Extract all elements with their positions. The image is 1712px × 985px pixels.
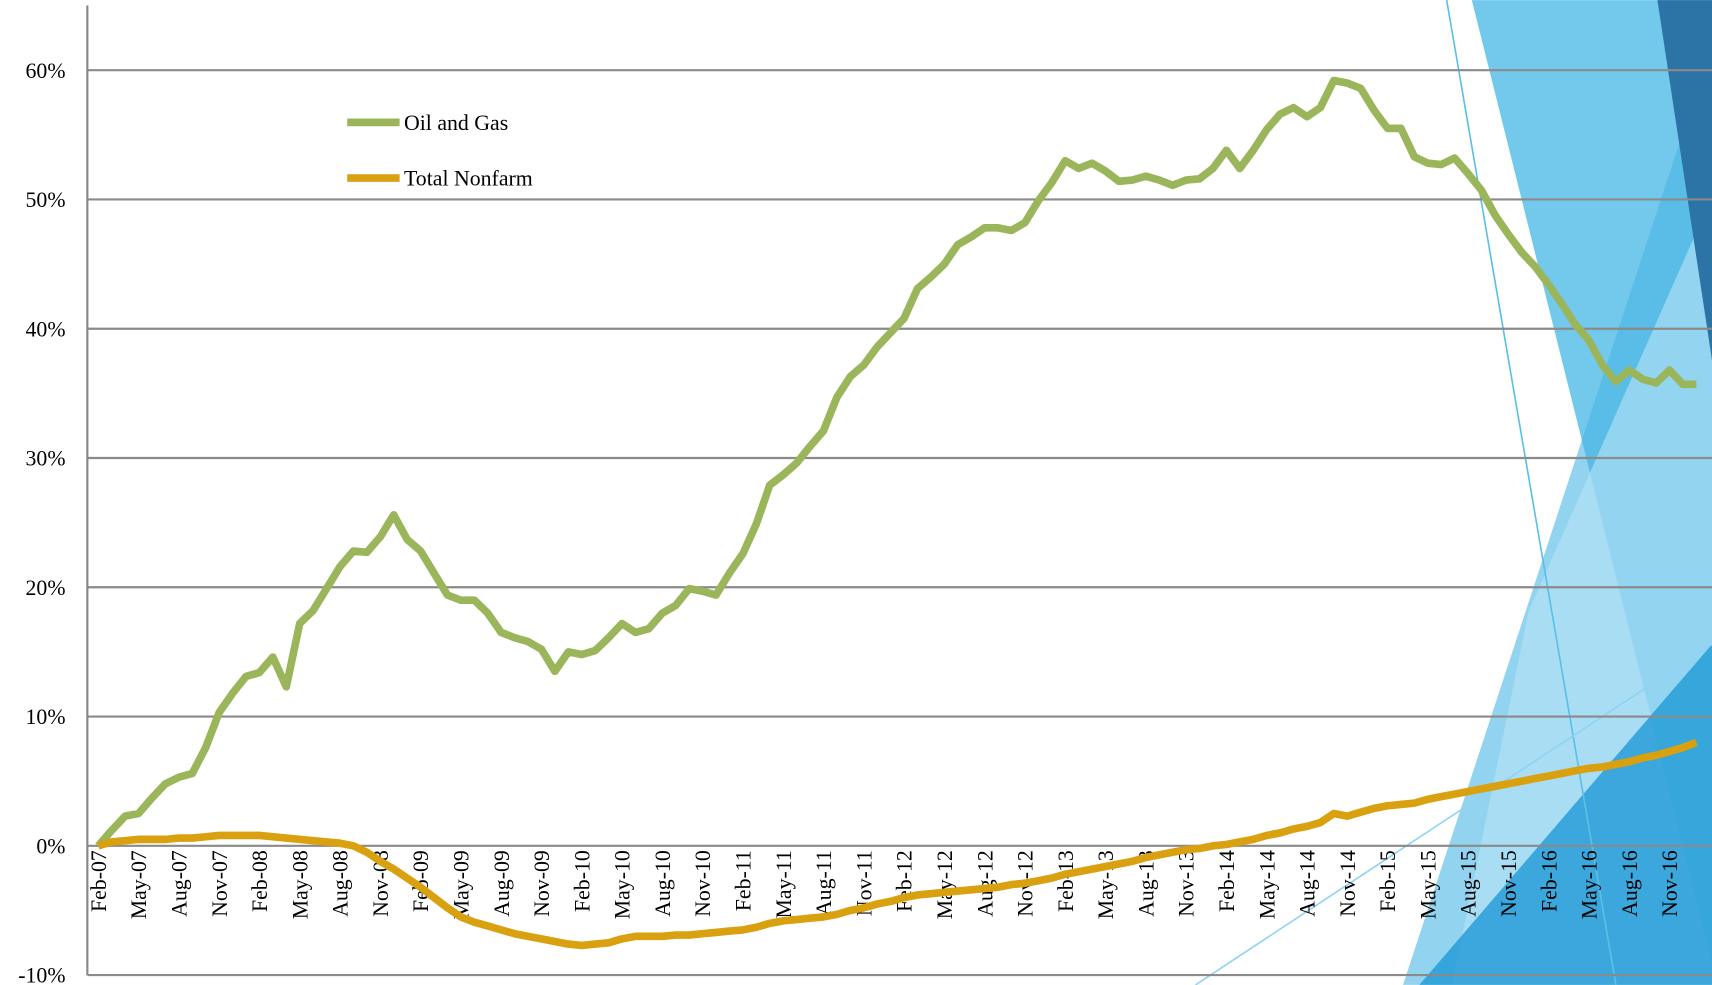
x-tick-label: May-13 bbox=[1094, 850, 1118, 919]
lines bbox=[98, 81, 1696, 946]
y-tick-label: 60% bbox=[25, 59, 65, 83]
y-tick-label: 0% bbox=[36, 834, 65, 858]
x-tick-label: May-07 bbox=[127, 850, 151, 919]
x-tick-label: Aug-12 bbox=[973, 850, 997, 917]
legend: Oil and Gas Total Nonfarm bbox=[347, 111, 533, 191]
y-tick-label: -10% bbox=[18, 964, 65, 985]
grid: -10% 0% 10% 20% 30% 40% 50% 60% bbox=[18, 59, 1712, 985]
x-tick-label: May-14 bbox=[1255, 850, 1279, 919]
x-tick-label: Nov-09 bbox=[530, 850, 554, 917]
x-tick-label: Feb-07 bbox=[87, 850, 111, 912]
y-tick-label: 50% bbox=[25, 188, 65, 212]
x-tick-label: Feb-13 bbox=[1054, 850, 1078, 912]
x-tick-label: Aug-09 bbox=[490, 850, 514, 917]
x-tick-label: Aug-08 bbox=[329, 850, 353, 917]
x-tick-label: May-12 bbox=[933, 850, 957, 919]
x-tick-label: Aug-14 bbox=[1296, 850, 1320, 917]
x-tick-label: Nov-14 bbox=[1336, 850, 1360, 917]
x-tick-label: Feb-10 bbox=[570, 850, 594, 912]
legend-label: Total Nonfarm bbox=[404, 167, 533, 191]
legend-label: Oil and Gas bbox=[404, 111, 508, 135]
x-tick-label: May-10 bbox=[611, 850, 635, 919]
x-tick-label: Aug-16 bbox=[1618, 850, 1642, 917]
x-tick-label: Feb-14 bbox=[1215, 850, 1239, 912]
x-tick-label: May-16 bbox=[1578, 850, 1602, 919]
x-tick-label: Nov-13 bbox=[1175, 850, 1199, 917]
y-tick-label: 10% bbox=[25, 705, 65, 729]
y-tick-label: 20% bbox=[25, 576, 65, 600]
x-tick-label: Aug-07 bbox=[167, 850, 191, 917]
y-tick-label: 30% bbox=[25, 447, 65, 471]
chart: -10% 0% 10% 20% 30% 40% 50% 60% Feb-07 May-07 Aug… bbox=[0, 0, 1712, 985]
x-tick-label: Aug-10 bbox=[651, 850, 675, 917]
x-tick-label: May-11 bbox=[772, 850, 796, 918]
x-tick-label: Nov-07 bbox=[208, 850, 232, 917]
x-tick-label: Feb-11 bbox=[732, 850, 756, 911]
y-tick-label: 40% bbox=[25, 317, 65, 341]
x-tick-label: Aug-11 bbox=[812, 850, 836, 916]
x-tick-label: Feb-08 bbox=[248, 850, 272, 912]
x-tick-label: Nov-15 bbox=[1497, 850, 1521, 917]
x-tick-label: Feb-15 bbox=[1376, 850, 1400, 912]
x-tick-label: Feb-16 bbox=[1537, 850, 1561, 912]
x-tick-label: Nov-16 bbox=[1658, 850, 1682, 917]
x-tick-label: May-08 bbox=[288, 850, 312, 919]
series-line bbox=[98, 81, 1696, 846]
x-tick-label: Nov-10 bbox=[691, 850, 715, 917]
x-tick-label: May-15 bbox=[1416, 850, 1440, 919]
x-tick-label: Aug-15 bbox=[1457, 850, 1481, 917]
